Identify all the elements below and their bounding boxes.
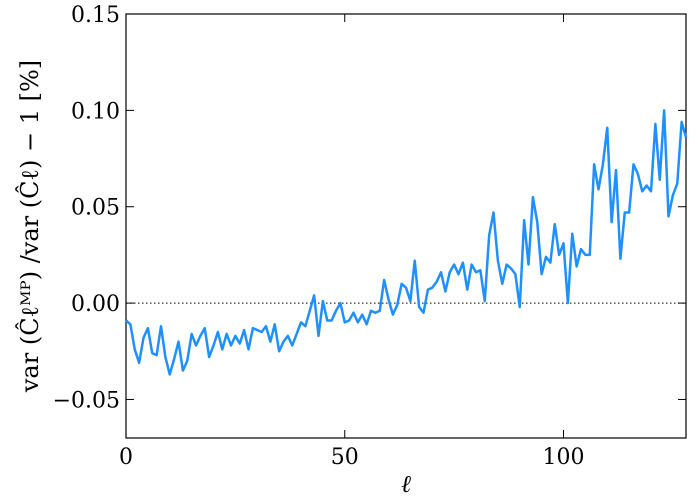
- y-tick-label: 0.15: [71, 3, 120, 28]
- series-line-0: [125, 109, 688, 376]
- x-ticks: 0 50 100: [119, 14, 585, 470]
- y-tick-label: 0.05: [71, 196, 120, 221]
- y-tick-label: 0.00: [71, 292, 120, 317]
- series-layer: [125, 109, 688, 376]
- y-ticks: −0.05 0.00 0.05 0.10 0.15: [53, 3, 686, 413]
- plot-frame: [125, 13, 687, 439]
- y-tick-label: 0.10: [71, 99, 120, 124]
- x-tick-label: 50: [331, 445, 359, 470]
- x-tick-label: 0: [119, 445, 133, 470]
- x-axis-label: ℓ: [401, 470, 411, 498]
- y-axis-label: var (Ĉℓᴹᴾ) /var (Ĉℓ) − 1 [%]: [15, 60, 44, 393]
- x-tick-label: 100: [543, 445, 585, 470]
- y-tick-label: −0.05: [53, 388, 120, 413]
